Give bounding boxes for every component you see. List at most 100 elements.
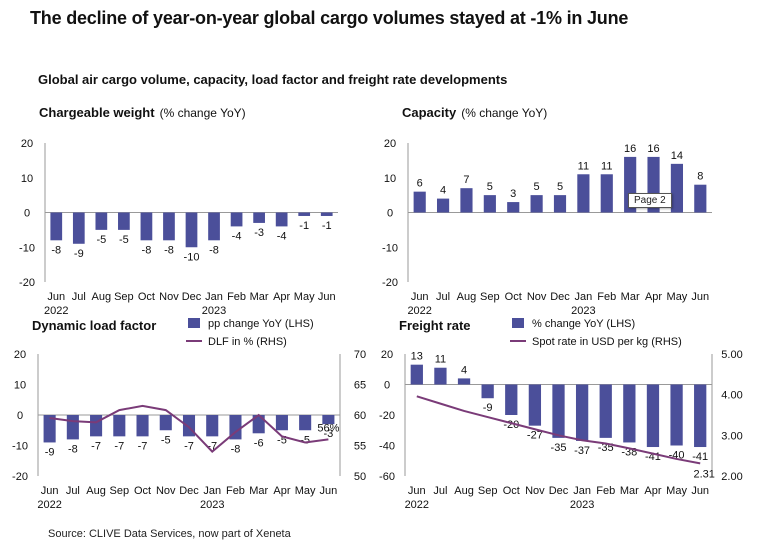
line-annotation: 56%: [317, 422, 339, 434]
bar: [599, 384, 612, 438]
x-year-label: 2023: [202, 305, 226, 317]
x-tick-label: Mar: [249, 485, 268, 497]
bar: [43, 415, 56, 443]
data-label: -35: [551, 442, 567, 454]
bar: [623, 384, 636, 443]
chart-title: Capacity (% change YoY): [402, 105, 547, 120]
bar: [322, 415, 335, 425]
bar: [299, 415, 312, 431]
x-tick-label: Mar: [250, 291, 269, 303]
bar: [95, 212, 108, 230]
data-label: 5: [557, 181, 563, 193]
bar: [320, 212, 333, 216]
legend-label: Spot rate in USD per kg (RHS): [532, 336, 682, 348]
bar: [206, 415, 219, 437]
x-tick-label: Aug: [86, 485, 106, 497]
bar: [72, 212, 85, 244]
bar: [505, 384, 518, 415]
data-label: -8: [68, 443, 78, 455]
x-tick-label: Nov: [156, 485, 176, 497]
bar: [252, 415, 265, 434]
data-label: -8: [164, 244, 174, 256]
data-label: 5: [534, 181, 540, 193]
chart-unit: (% change YoY): [461, 106, 547, 120]
bar: [575, 384, 589, 441]
data-label: -7: [138, 440, 148, 452]
chart-panel-3: Dynamic load factor 20 10 0 -10 -20 70 65 60 55 50…: [12, 318, 366, 511]
bar: [208, 212, 220, 241]
data-label: -5: [300, 434, 310, 446]
y-right-tick-label: 55: [354, 441, 366, 453]
data-label: 16: [624, 143, 636, 155]
y-tick-label: 0: [24, 208, 30, 220]
bar: [140, 212, 153, 241]
data-label: 7: [463, 174, 469, 186]
chart-panel-1: Chargeable weight (% change YoY)20100-10-…: [19, 105, 338, 317]
bar: [90, 415, 103, 437]
bar: [483, 195, 496, 213]
data-label: -5: [277, 434, 287, 446]
bar: [118, 212, 130, 230]
x-tick-label: Jul: [436, 291, 450, 303]
x-year-label: 2022: [44, 305, 68, 317]
bar: [182, 415, 196, 437]
data-label: -7: [114, 440, 124, 452]
chart-title: Chargeable weight (% change YoY): [39, 105, 246, 120]
bar: [253, 212, 265, 223]
y-tick-label: 20: [21, 138, 33, 150]
y-tick-label: 0: [17, 410, 23, 422]
x-tick-label: Dec: [549, 485, 569, 497]
y-tick-label: 0: [387, 208, 393, 220]
x-tick-label: Dec: [182, 291, 202, 303]
bar: [694, 184, 707, 213]
bar: [552, 384, 565, 438]
bar: [457, 378, 471, 385]
x-tick-label: Jul: [433, 485, 447, 497]
y-right-tick-label: 4.00: [721, 390, 742, 402]
y-tick-label: -60: [379, 471, 395, 483]
x-tick-label: Mar: [621, 291, 640, 303]
y-right-tick-label: 5.00: [721, 349, 742, 361]
x-tick-label: Sep: [478, 485, 498, 497]
x-tick-label: Jan: [203, 485, 221, 497]
bar: [600, 174, 613, 213]
x-tick-label: Jun: [320, 485, 338, 497]
bar: [530, 195, 543, 213]
line-annotation: 2.31: [693, 468, 714, 480]
bar: [670, 384, 683, 446]
bar: [66, 415, 79, 440]
data-label: -27: [527, 430, 543, 442]
y-tick-label: 10: [21, 173, 33, 185]
y-right-tick-label: 50: [354, 471, 366, 483]
bar: [229, 415, 242, 440]
data-label: 4: [461, 364, 467, 376]
data-label: -7: [207, 440, 217, 452]
bar: [670, 163, 684, 213]
bar: [481, 384, 494, 399]
data-label: -10: [184, 251, 200, 263]
x-tick-label: Jun: [691, 291, 709, 303]
chart-unit: (% change YoY): [160, 106, 246, 120]
chart-title: Dynamic load factor: [32, 318, 156, 333]
data-label: -5: [161, 434, 171, 446]
y-tick-label: 10: [14, 380, 26, 392]
x-tick-label: May: [295, 485, 316, 497]
x-tick-label: Oct: [138, 291, 155, 303]
y-right-tick-label: 60: [354, 410, 366, 422]
x-year-label: 2022: [405, 499, 429, 511]
x-tick-label: Aug: [454, 485, 474, 497]
x-tick-label: Feb: [596, 485, 615, 497]
x-tick-label: Jun: [47, 291, 65, 303]
source-note: Source: CLIVE Data Services, now part of…: [48, 528, 291, 540]
data-label: 16: [647, 143, 659, 155]
x-tick-label: Oct: [134, 485, 151, 497]
data-label: 4: [440, 185, 446, 197]
data-label: -8: [142, 244, 152, 256]
y-tick-label: 20: [14, 349, 26, 361]
y-tick-label: 10: [384, 173, 396, 185]
bar: [553, 195, 567, 213]
data-label: 11: [601, 160, 612, 172]
data-label: -9: [483, 402, 493, 414]
x-tick-label: Feb: [226, 485, 245, 497]
y-tick-label: -20: [379, 410, 395, 422]
